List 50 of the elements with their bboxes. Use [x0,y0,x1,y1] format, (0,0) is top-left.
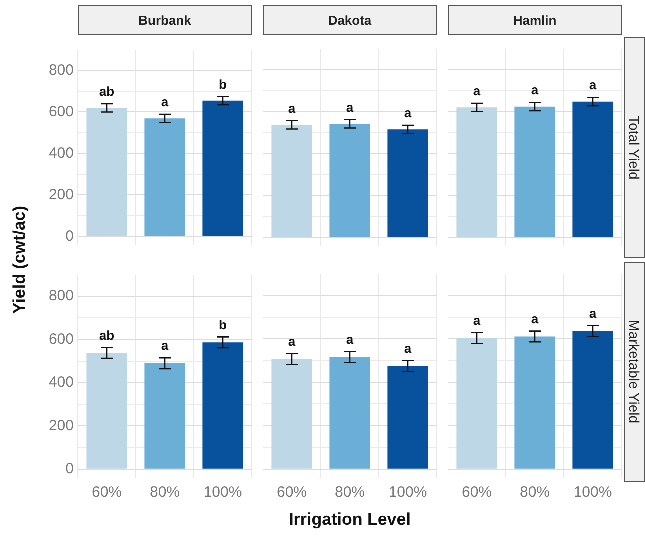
bar [86,108,128,236]
annotation: b [219,317,228,332]
y-axis-title: Yield (cwt/ac) [10,205,30,316]
chart-title: Burbank [78,5,252,35]
bar [202,342,244,469]
x-tick-label: 80% [334,484,366,502]
annotation: a [346,332,354,347]
y-tick-label: 200 [48,417,74,434]
annotation: a [531,311,540,326]
x-tick-label: 60% [462,484,492,502]
chart-title: Hamlin [448,5,622,35]
y-tick-label: 800 [48,62,74,79]
annotation: a [288,100,296,116]
bar [144,118,186,236]
annotation: b [219,76,228,92]
y-tick-label: 400 [48,374,74,392]
annotation: a [589,78,598,93]
x-tick-label: 80% [150,484,180,502]
y-tick-label: 0 [66,228,74,245]
text: Total Yield [624,37,645,258]
annotation: ab [99,84,115,100]
annotation: a [161,94,170,110]
bar [86,353,128,469]
annotation: a [346,100,354,115]
y-tick-label: 200 [48,186,74,204]
annotation: a [473,312,482,328]
y-tick-label: 600 [48,103,74,120]
annotation: a [161,338,170,354]
x-tick-label: 60% [276,484,308,502]
x-tick-label: 100% [204,484,242,502]
annotation: a [404,106,412,121]
y-tick-label: 400 [48,144,74,162]
annotation: a [531,82,540,98]
annotation: a [589,306,598,321]
y-tick-label: 600 [48,330,74,348]
bar [144,364,186,469]
x-tick-label: 80% [520,484,550,502]
x-tick-label: 60% [92,484,122,502]
y-tick-label: 800 [48,288,74,305]
x-axis-title: Irrigation Level [288,510,412,530]
chart-title: Dakota [263,5,437,35]
annotation: a [473,84,482,99]
y-tick-label: 0 [66,460,74,478]
annotation: a [404,340,412,356]
x-tick-label: 100% [388,484,428,502]
bar [202,100,244,236]
annotation: ab [99,328,115,343]
text: Marketable Yield [624,262,645,482]
x-tick-label: 100% [574,484,612,502]
annotation: a [288,334,296,349]
